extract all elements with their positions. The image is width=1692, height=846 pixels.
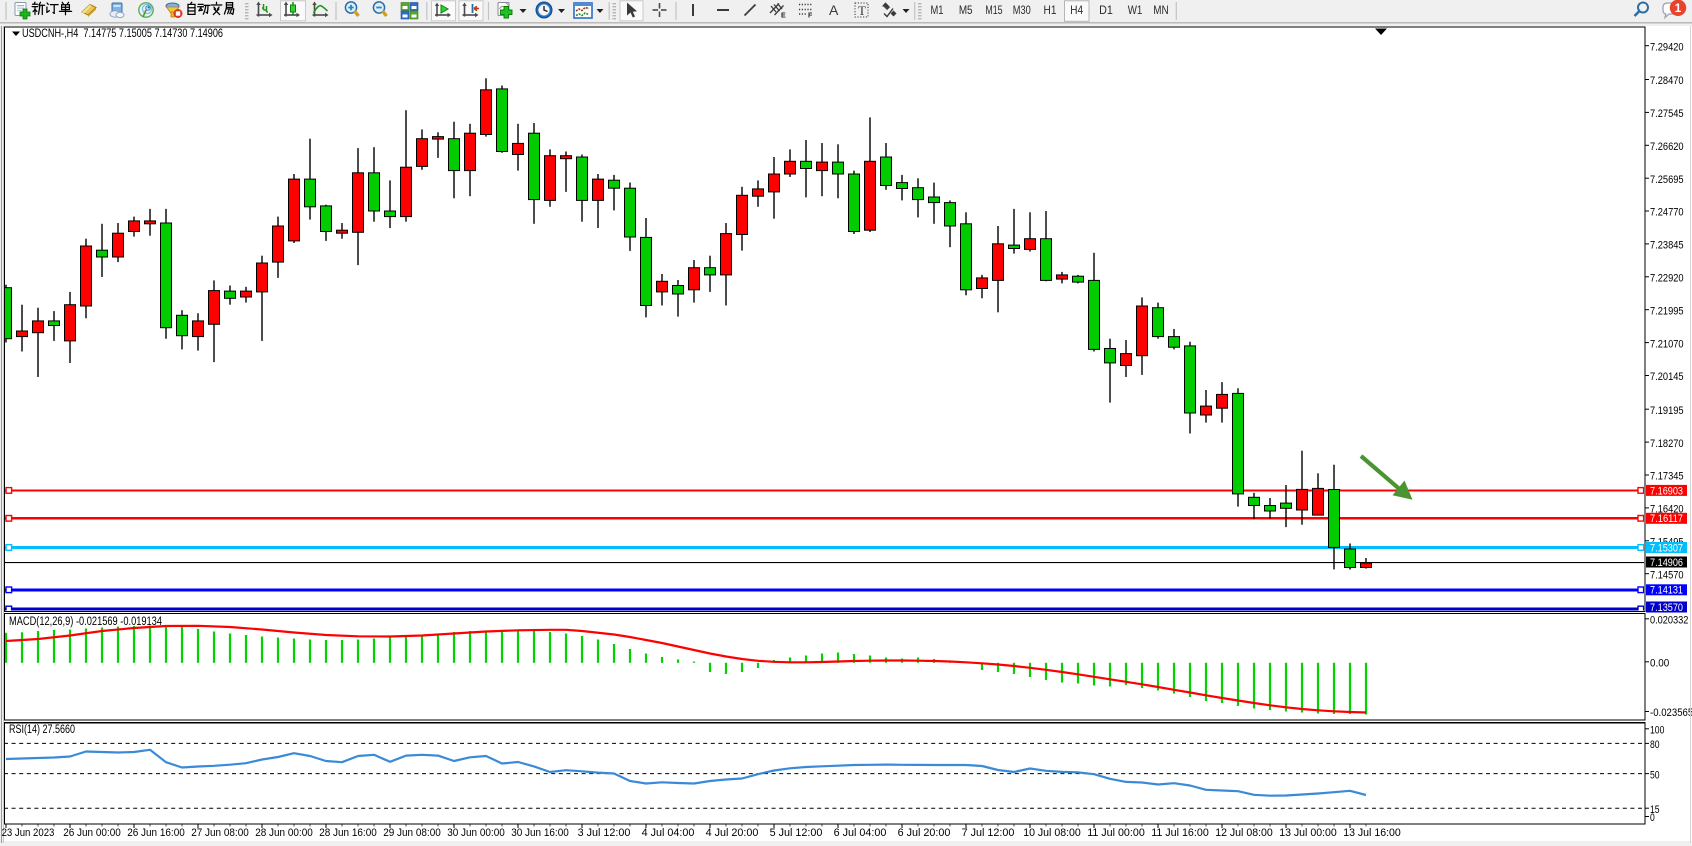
svg-text:W1: W1 bbox=[1128, 3, 1143, 17]
svg-text:RSI(14) 27.5660: RSI(14) 27.5660 bbox=[9, 724, 75, 736]
svg-text:7.14131: 7.14131 bbox=[1650, 585, 1683, 597]
svg-text:12 Jul 08:00: 12 Jul 08:00 bbox=[1215, 827, 1273, 839]
svg-text:7.16420: 7.16420 bbox=[1650, 504, 1684, 516]
svg-text:80: 80 bbox=[1650, 739, 1660, 751]
svg-text:0: 0 bbox=[1650, 812, 1655, 824]
svg-text:0.00: 0.00 bbox=[1650, 658, 1669, 670]
svg-text:30 Jun 16:00: 30 Jun 16:00 bbox=[511, 827, 569, 839]
svg-text:13 Jul 00:00: 13 Jul 00:00 bbox=[1279, 827, 1337, 839]
svg-text:M15: M15 bbox=[985, 3, 1002, 17]
svg-text:7.25695: 7.25695 bbox=[1650, 174, 1684, 186]
svg-text:28 Jun 16:00: 28 Jun 16:00 bbox=[319, 827, 377, 839]
svg-text:28 Jun 00:00: 28 Jun 00:00 bbox=[255, 827, 313, 839]
svg-text:7.17345: 7.17345 bbox=[1650, 471, 1684, 483]
svg-text:7.24770: 7.24770 bbox=[1650, 207, 1684, 219]
svg-text:7.23845: 7.23845 bbox=[1650, 240, 1684, 252]
svg-text:-0.023565: -0.023565 bbox=[1650, 707, 1692, 719]
svg-text:5 Jul 12:00: 5 Jul 12:00 bbox=[770, 827, 823, 839]
svg-text:4 Jul 20:00: 4 Jul 20:00 bbox=[706, 827, 759, 839]
svg-text:F: F bbox=[808, 13, 813, 20]
svg-text:7.27545: 7.27545 bbox=[1650, 108, 1684, 120]
svg-text:26 Jun 00:00: 26 Jun 00:00 bbox=[63, 827, 121, 839]
svg-text:7.21070: 7.21070 bbox=[1650, 338, 1684, 350]
svg-text:7.18270: 7.18270 bbox=[1650, 438, 1684, 450]
svg-text:7.16903: 7.16903 bbox=[1650, 485, 1683, 497]
svg-text:MN: MN bbox=[1153, 3, 1168, 17]
svg-text:29 Jun 08:00: 29 Jun 08:00 bbox=[383, 827, 441, 839]
svg-text:7.14570: 7.14570 bbox=[1650, 569, 1684, 581]
svg-text:1: 1 bbox=[1675, 1, 1682, 15]
svg-text:7.15307: 7.15307 bbox=[1650, 542, 1683, 554]
svg-text:11 Jul 16:00: 11 Jul 16:00 bbox=[1151, 827, 1209, 839]
svg-text:7.16117: 7.16117 bbox=[1650, 513, 1683, 525]
svg-text:27 Jun 08:00: 27 Jun 08:00 bbox=[191, 827, 249, 839]
svg-text:0.020332: 0.020332 bbox=[1650, 615, 1688, 627]
svg-text:H1: H1 bbox=[1044, 3, 1057, 17]
svg-text:H4: H4 bbox=[1070, 3, 1083, 17]
svg-text:3 Jul 12:00: 3 Jul 12:00 bbox=[578, 827, 631, 839]
svg-text:D1: D1 bbox=[1099, 3, 1113, 17]
svg-text:15: 15 bbox=[1650, 804, 1660, 816]
svg-text:10 Jul 08:00: 10 Jul 08:00 bbox=[1023, 827, 1081, 839]
svg-text:100: 100 bbox=[1650, 725, 1664, 737]
svg-text:T: T bbox=[858, 3, 866, 18]
svg-text:USDCNH-,H4 7.14775 7.15005 7.: USDCNH-,H4 7.14775 7.15005 7.14730 7.149… bbox=[22, 26, 223, 40]
svg-text:7.26620: 7.26620 bbox=[1650, 141, 1684, 153]
svg-text:4 Jul 04:00: 4 Jul 04:00 bbox=[642, 827, 695, 839]
svg-text:E: E bbox=[781, 13, 786, 20]
svg-text:6 Jul 04:00: 6 Jul 04:00 bbox=[834, 827, 887, 839]
svg-text:M1: M1 bbox=[931, 3, 944, 17]
svg-text:A: A bbox=[829, 2, 839, 18]
svg-text:7.29420: 7.29420 bbox=[1650, 41, 1684, 53]
svg-text:MACD(12,26,9) -0.021569 -0.019: MACD(12,26,9) -0.021569 -0.019134 bbox=[9, 616, 162, 628]
svg-text:7.19195: 7.19195 bbox=[1650, 405, 1684, 417]
svg-text:7.28470: 7.28470 bbox=[1650, 75, 1684, 87]
svg-text:M30: M30 bbox=[1013, 3, 1031, 17]
svg-text:M5: M5 bbox=[959, 3, 973, 17]
svg-text:7.20145: 7.20145 bbox=[1650, 371, 1684, 383]
svg-text:23 Jun 2023: 23 Jun 2023 bbox=[2, 827, 55, 839]
svg-text:7.13570: 7.13570 bbox=[1650, 602, 1683, 614]
svg-text:7.22920: 7.22920 bbox=[1650, 273, 1684, 285]
svg-text:30 Jun 00:00: 30 Jun 00:00 bbox=[447, 827, 505, 839]
svg-text:26 Jun 16:00: 26 Jun 16:00 bbox=[127, 827, 185, 839]
svg-text:7 Jul 12:00: 7 Jul 12:00 bbox=[962, 827, 1015, 839]
svg-text:7.14906: 7.14906 bbox=[1650, 557, 1683, 569]
svg-text:13 Jul 16:00: 13 Jul 16:00 bbox=[1343, 827, 1401, 839]
svg-text:6 Jul 20:00: 6 Jul 20:00 bbox=[898, 827, 951, 839]
svg-text:50: 50 bbox=[1650, 769, 1660, 781]
svg-text:11 Jul 00:00: 11 Jul 00:00 bbox=[1087, 827, 1145, 839]
svg-text:7.21995: 7.21995 bbox=[1650, 305, 1684, 317]
